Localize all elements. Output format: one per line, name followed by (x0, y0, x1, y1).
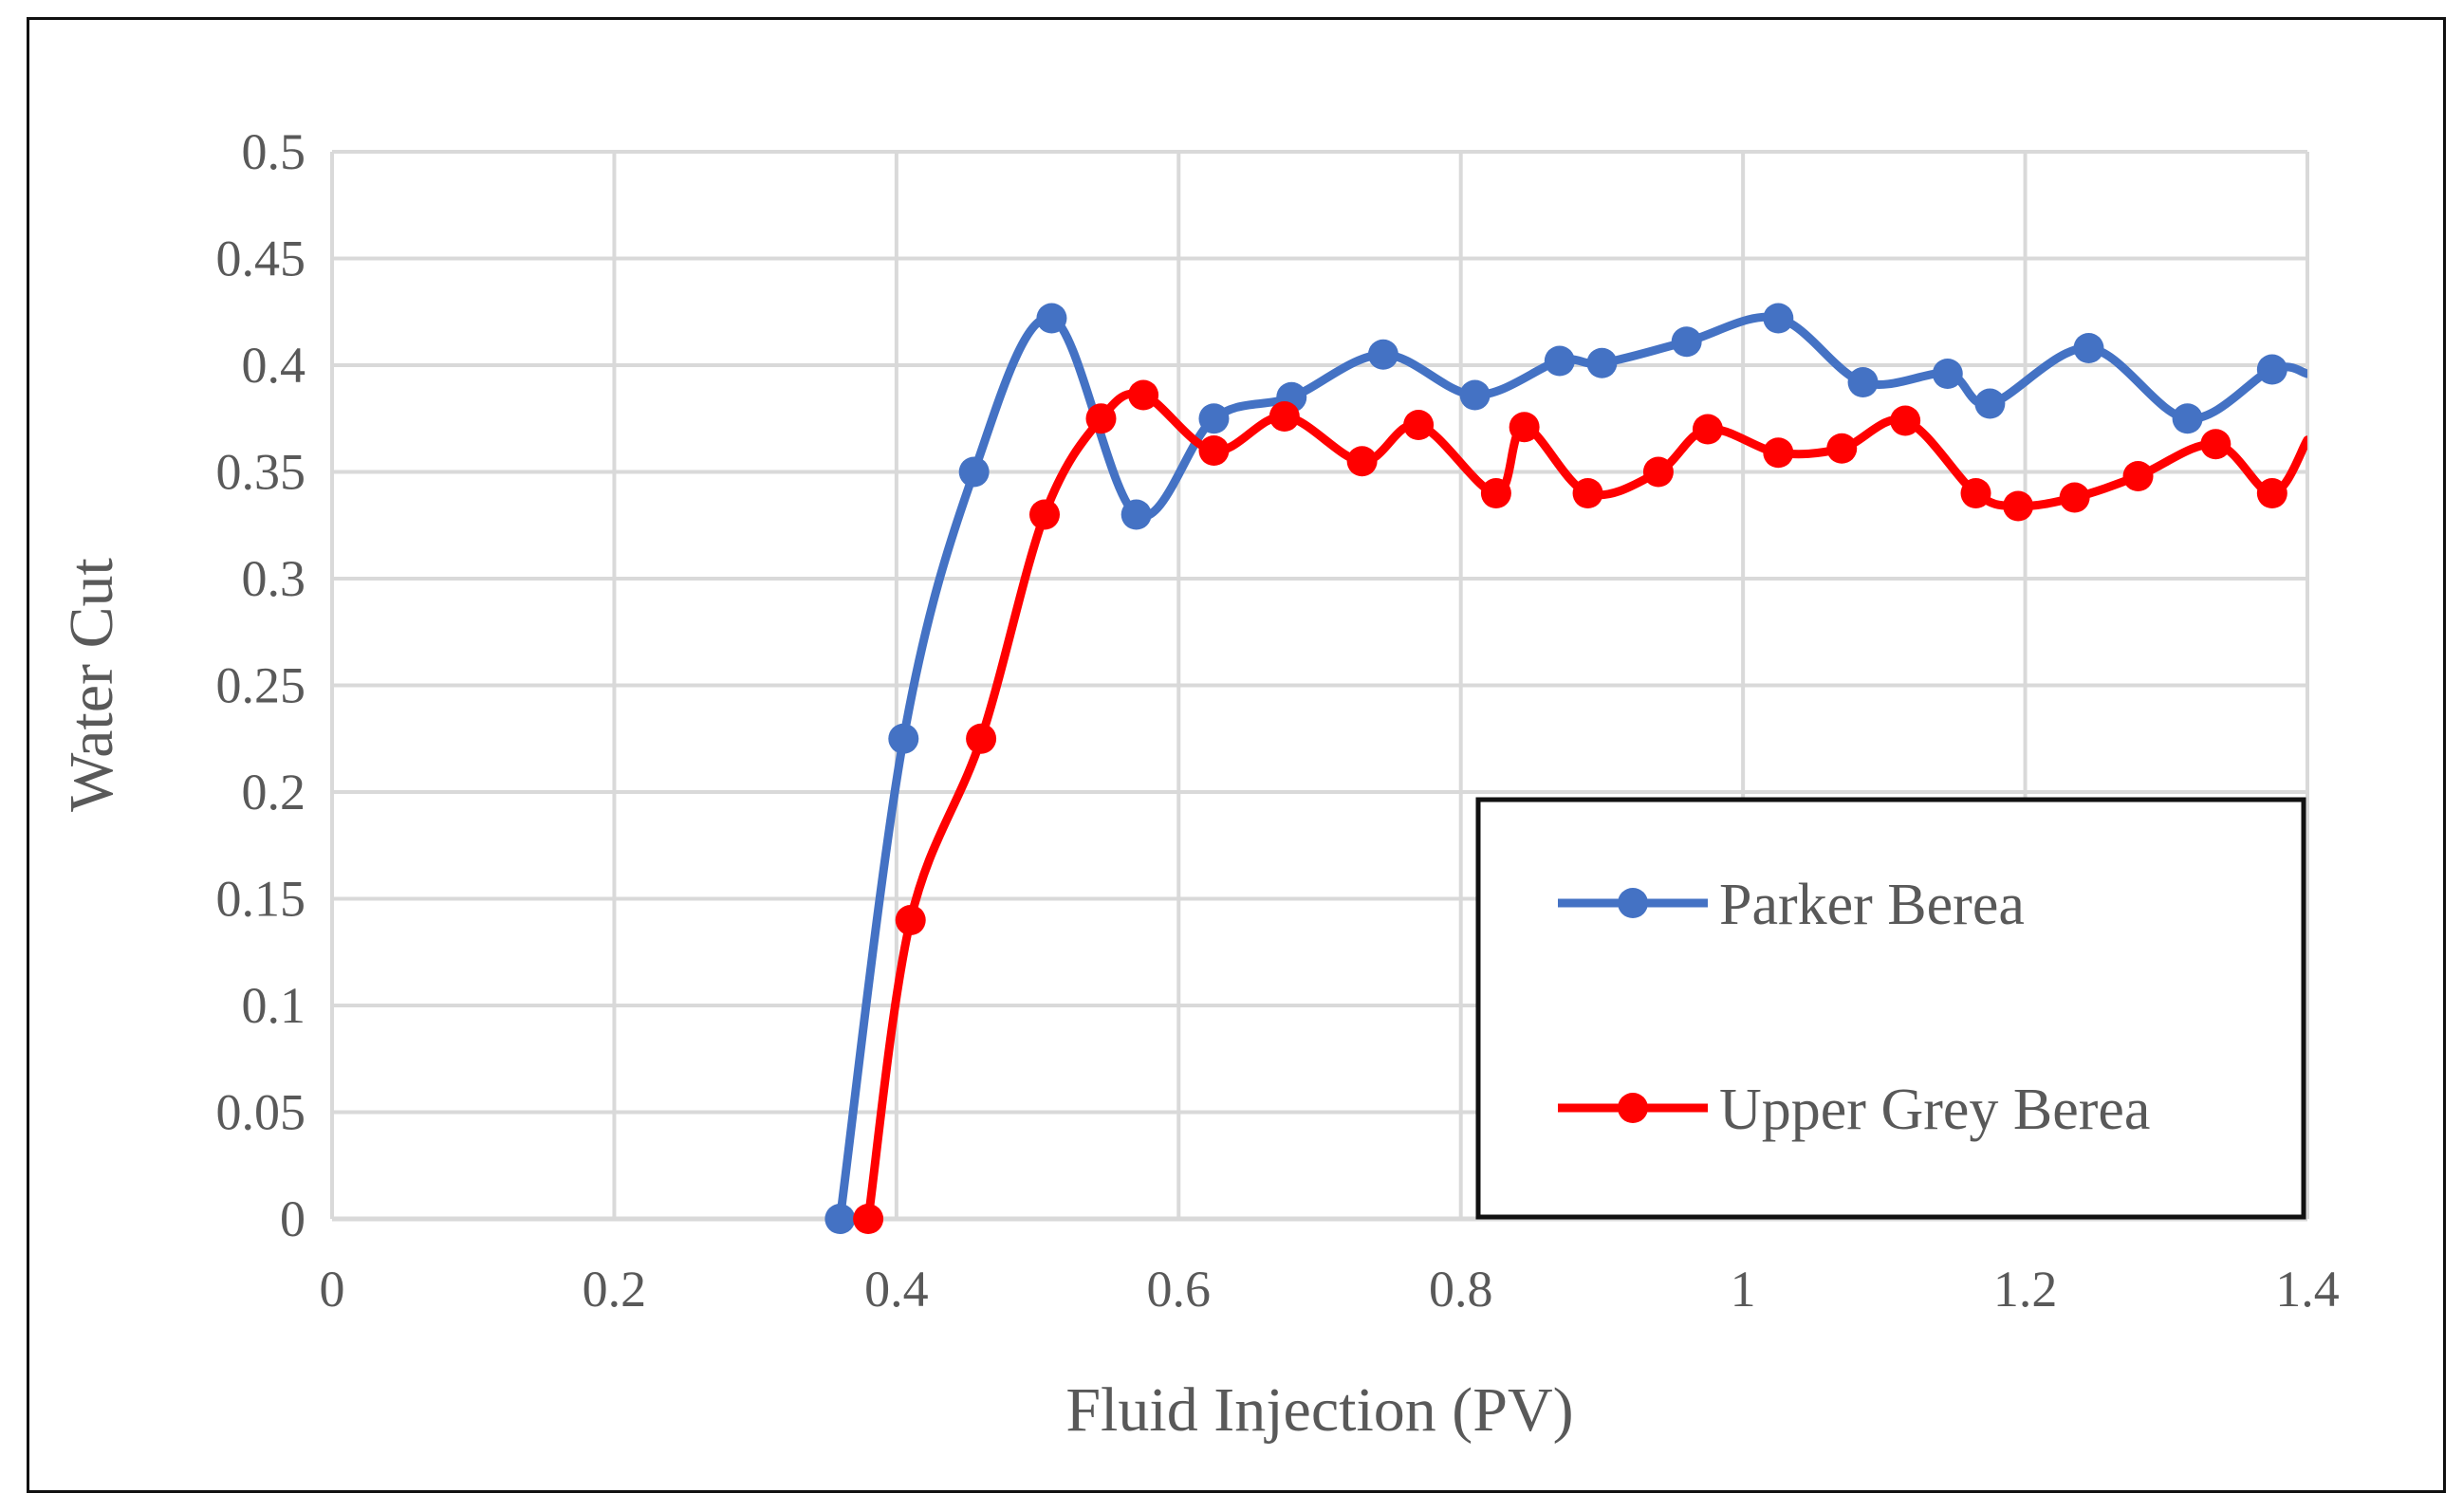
marker-layer (824, 303, 2287, 1234)
y-tick-label: 0.5 (242, 123, 306, 180)
x-tick-label: 0.2 (583, 1261, 647, 1318)
data-point-parker-berea (1763, 303, 1794, 334)
data-point-parker-berea (2256, 354, 2287, 385)
data-point-parker-berea (1367, 339, 1398, 370)
data-point-upper-grey-berea (1085, 403, 1117, 434)
data-point-upper-grey-berea (1890, 405, 1921, 436)
x-axis-title: Fluid Injection (PV) (1065, 1375, 1573, 1445)
data-point-parker-berea (2172, 403, 2203, 434)
y-tick-label: 0.4 (242, 337, 306, 394)
data-point-parker-berea (824, 1204, 856, 1234)
data-point-upper-grey-berea (853, 1204, 884, 1234)
x-tick-label: 1.4 (2275, 1261, 2340, 1318)
y-tick-label: 0.3 (242, 550, 306, 607)
legend-marker-upper-grey-berea (1618, 1093, 1648, 1123)
data-point-upper-grey-berea (1572, 478, 1603, 508)
data-point-upper-grey-berea (1826, 433, 1858, 464)
data-point-parker-berea (888, 723, 919, 754)
y-tick-label: 0.25 (216, 657, 306, 714)
data-point-upper-grey-berea (1480, 478, 1511, 508)
legend-box (1475, 797, 2306, 1220)
x-tick-label: 0 (320, 1261, 345, 1318)
legend-label-upper-grey-berea: Upper Grey Berea (1719, 1078, 2150, 1142)
y-tick-label: 0.15 (216, 871, 306, 928)
chart-frame (27, 17, 2446, 1493)
data-point-upper-grey-berea (1128, 379, 1159, 411)
legend: Parker Berea Upper Grey Berea (1475, 797, 2306, 1220)
data-point-parker-berea (1120, 499, 1152, 530)
data-point-upper-grey-berea (1642, 456, 1674, 488)
data-point-upper-grey-berea (2059, 482, 2090, 513)
data-point-upper-grey-berea (1763, 437, 1794, 469)
data-point-upper-grey-berea (1029, 499, 1061, 530)
data-point-parker-berea (1932, 359, 1963, 389)
y-tick-label: 0.05 (216, 1084, 306, 1141)
y-tick-label: 0.2 (242, 764, 306, 821)
data-point-upper-grey-berea (2122, 461, 2154, 491)
data-point-upper-grey-berea (1960, 478, 1991, 508)
data-point-parker-berea (1459, 379, 1491, 411)
data-point-parker-berea (1198, 403, 1230, 434)
data-point-upper-grey-berea (2256, 478, 2287, 508)
data-point-upper-grey-berea (895, 905, 926, 935)
x-tick-label: 0.4 (864, 1261, 929, 1318)
y-tick-label: 0.45 (216, 230, 306, 287)
data-point-parker-berea (2073, 333, 2104, 363)
y-tick-label: 0 (280, 1190, 306, 1247)
tick-labels: 0 0.05 0.1 0.15 0.2 0.25 0.3 0.35 0.4 0.45 0.5 0 0.2… (216, 123, 2340, 1318)
data-point-parker-berea (1847, 367, 1879, 397)
x-tick-label: 1 (1731, 1261, 1756, 1318)
x-tick-label: 1.2 (1993, 1261, 2058, 1318)
y-tick-label: 0.35 (216, 444, 306, 501)
y-axis-title: Water Cut (57, 558, 126, 812)
data-point-parker-berea (1671, 326, 1702, 358)
legend-marker-parker-berea (1618, 888, 1648, 918)
data-point-upper-grey-berea (1198, 435, 1230, 466)
x-tick-label: 0.8 (1429, 1261, 1493, 1318)
data-point-parker-berea (1544, 345, 1575, 377)
data-point-parker-berea (1974, 388, 2006, 419)
data-point-parker-berea (1586, 347, 1618, 378)
data-point-upper-grey-berea (1692, 414, 1723, 445)
x-tick-label: 0.6 (1147, 1261, 1212, 1318)
data-point-upper-grey-berea (1346, 446, 1378, 477)
y-tick-label: 0.1 (242, 977, 306, 1034)
data-point-parker-berea (1036, 303, 1067, 334)
data-point-upper-grey-berea (2003, 490, 2034, 522)
legend-item-upper-grey-berea: Upper Grey Berea (1558, 1078, 2150, 1142)
legend-item-parker-berea: Parker Berea (1558, 873, 2025, 937)
data-point-upper-grey-berea (1509, 412, 1540, 443)
data-point-upper-grey-berea (1269, 401, 1300, 432)
legend-label-parker-berea: Parker Berea (1719, 873, 2025, 937)
data-point-parker-berea (958, 456, 990, 488)
data-point-upper-grey-berea (2200, 429, 2232, 460)
data-point-upper-grey-berea (1403, 410, 1435, 440)
data-point-upper-grey-berea (966, 723, 997, 754)
